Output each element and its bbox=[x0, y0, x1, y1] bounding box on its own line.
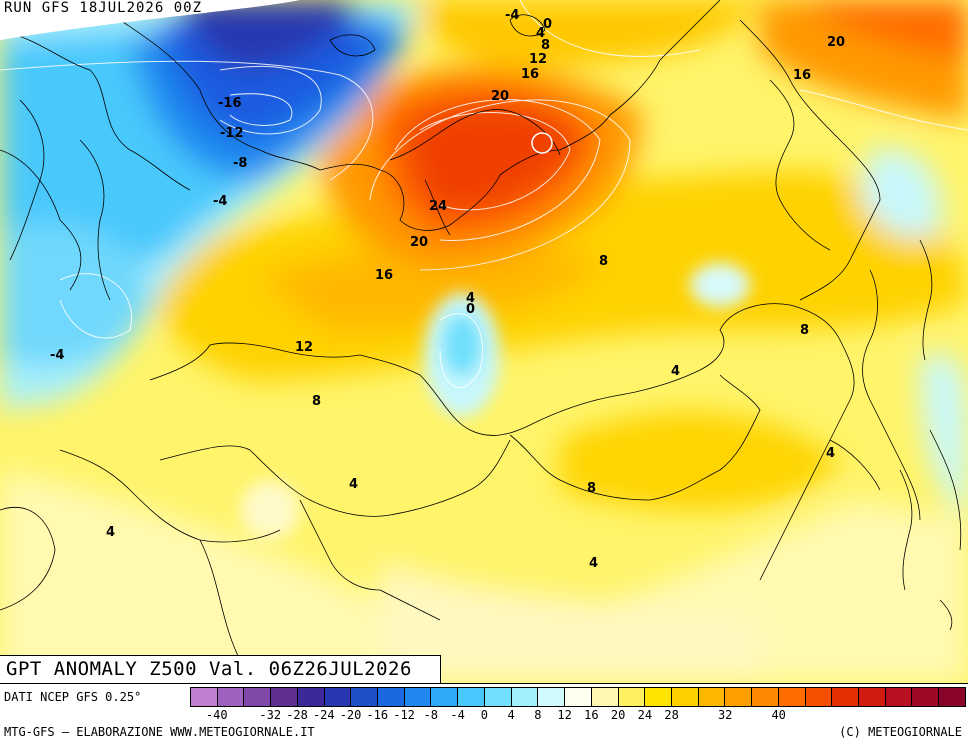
contour-label: 12 bbox=[529, 52, 547, 67]
contour-label: 16 bbox=[375, 268, 393, 283]
contour-label: 4 bbox=[466, 291, 475, 306]
color-swatch bbox=[458, 688, 485, 706]
credits-label: MTG-GFS – ELABORAZIONE WWW.METEOGIORNALE… bbox=[4, 725, 315, 739]
color-swatch bbox=[511, 688, 539, 706]
color-swatch bbox=[912, 688, 940, 706]
contour-label: -4 bbox=[213, 194, 227, 209]
color-scale-tick: -12 bbox=[393, 708, 415, 722]
contour-label: 24 bbox=[429, 199, 447, 214]
contour-label: 16 bbox=[521, 67, 539, 82]
color-scale-tick: -4 bbox=[450, 708, 465, 722]
color-swatch bbox=[645, 688, 672, 706]
contour-label: 4 bbox=[589, 556, 598, 571]
color-swatch bbox=[217, 688, 245, 706]
color-swatch bbox=[591, 688, 619, 706]
color-swatch bbox=[805, 688, 833, 706]
contour-label: 4 bbox=[106, 525, 115, 540]
contour-label: 8 bbox=[541, 38, 550, 53]
color-swatch bbox=[618, 688, 646, 706]
color-swatch bbox=[778, 688, 806, 706]
color-swatch bbox=[244, 688, 272, 706]
contour-label: 16 bbox=[793, 68, 811, 83]
color-swatch bbox=[297, 688, 325, 706]
contour-label: 20 bbox=[410, 235, 428, 250]
color-swatch bbox=[484, 688, 512, 706]
color-scale-tick: 4 bbox=[507, 708, 515, 722]
color-scale-tick: 28 bbox=[664, 708, 679, 722]
contour-label: -8 bbox=[233, 156, 247, 171]
anomaly-map: -4 0 4 8 12 16 20 20 16 -16 -12 -8 -4 24… bbox=[0, 0, 968, 683]
contour-label: 4 bbox=[536, 26, 545, 41]
color-scale-ticks: -40 -32 -28 -24 -20 -16 -12 -8 -4 0 4 8 12 16 20 24 28 32… bbox=[190, 708, 966, 724]
title-bar: GPT ANOMALY Z500 Val. 06Z26JUL2026 bbox=[0, 655, 441, 684]
color-scale-tick: 32 bbox=[717, 708, 733, 722]
color-scale-tick: 12 bbox=[557, 708, 572, 722]
data-source-label: DATI NCEP GFS 0.25° bbox=[4, 690, 142, 704]
color-swatch bbox=[885, 688, 913, 706]
contour-label: -4 bbox=[505, 8, 519, 23]
run-label: RUN GFS 18JUL2026 00Z bbox=[4, 0, 203, 16]
color-swatch bbox=[565, 688, 592, 706]
map-title: GPT ANOMALY Z500 Val. 06Z26JUL2026 bbox=[6, 658, 412, 680]
contour-label: 8 bbox=[800, 323, 809, 338]
color-swatch bbox=[725, 688, 753, 706]
color-scale-tick: -16 bbox=[366, 708, 389, 722]
color-swatch bbox=[431, 688, 459, 706]
color-swatch bbox=[858, 688, 886, 706]
color-scale-tick: -28 bbox=[286, 708, 308, 722]
color-swatch bbox=[752, 688, 779, 706]
color-scale-tick: -20 bbox=[339, 708, 362, 722]
contour-label: 8 bbox=[312, 394, 321, 409]
color-scale-tick: 16 bbox=[584, 708, 599, 722]
color-scale-tick: 40 bbox=[771, 708, 786, 722]
color-scale-tick: -8 bbox=[423, 708, 439, 722]
color-scale-tick: -24 bbox=[312, 708, 335, 722]
contour-label: 20 bbox=[827, 35, 845, 50]
contour-label: 8 bbox=[587, 481, 596, 496]
color-swatch bbox=[538, 688, 566, 706]
contour-label: 4 bbox=[671, 364, 680, 379]
copyright-label: (C) METEOGIORNALE bbox=[839, 725, 962, 739]
contour-label: -4 bbox=[50, 348, 64, 363]
color-scale-tick: 20 bbox=[610, 708, 626, 722]
contour-label: 12 bbox=[295, 340, 313, 355]
footer: DATI NCEP GFS 0.25° -40 -32 -28 -24 -20 -16 -1… bbox=[0, 683, 968, 746]
color-swatch bbox=[378, 688, 405, 706]
contour-label: 4 bbox=[826, 446, 835, 461]
contour-label: 0 bbox=[466, 302, 475, 317]
color-swatch bbox=[271, 688, 298, 706]
color-swatch bbox=[832, 688, 859, 706]
contour-label: -12 bbox=[220, 126, 244, 141]
contour-label: 0 bbox=[543, 17, 552, 32]
color-swatch bbox=[324, 688, 352, 706]
color-scale-tick: -32 bbox=[259, 708, 282, 722]
contour-label: 4 bbox=[349, 477, 358, 492]
color-scale-bar bbox=[190, 687, 966, 707]
color-swatch bbox=[404, 688, 432, 706]
color-swatch bbox=[351, 688, 379, 706]
color-swatch bbox=[939, 688, 965, 706]
contour-label: 8 bbox=[599, 254, 608, 269]
color-swatch bbox=[671, 688, 699, 706]
color-scale-tick: 0 bbox=[480, 708, 488, 722]
color-scale-tick: 8 bbox=[534, 708, 542, 722]
color-swatch bbox=[191, 688, 218, 706]
color-scale-tick: -40 bbox=[205, 708, 228, 722]
color-scale-tick: 24 bbox=[637, 708, 653, 722]
color-swatch bbox=[698, 688, 726, 706]
contour-label: 20 bbox=[491, 89, 509, 104]
contour-label: -16 bbox=[218, 96, 242, 111]
